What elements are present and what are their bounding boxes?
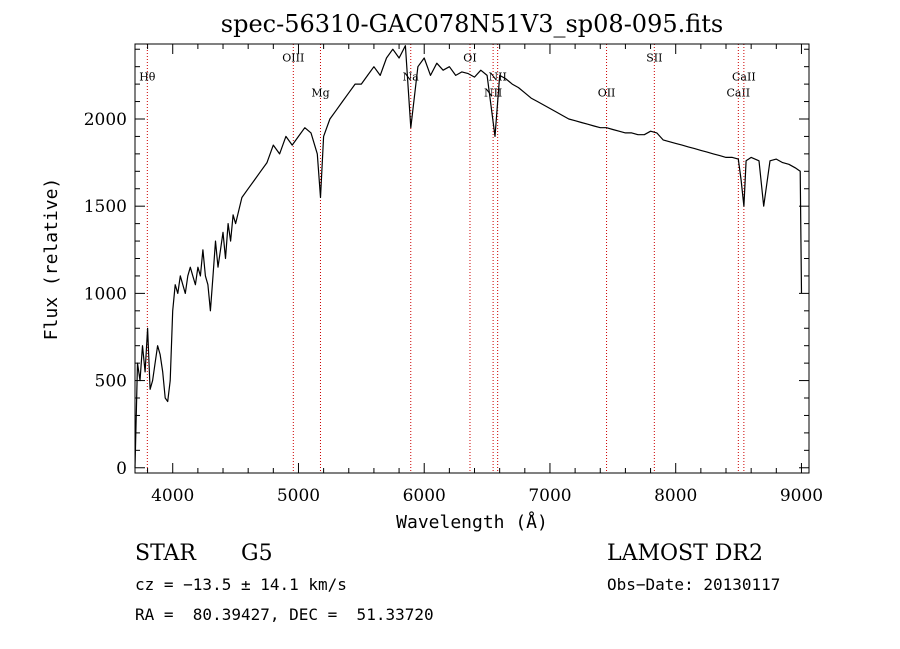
x-tick-label: 8000 <box>654 486 697 506</box>
spectral-line-label: NII <box>488 71 506 84</box>
spectral-line-label: NII <box>484 86 502 99</box>
spectral-line-label: Hθ <box>139 71 156 84</box>
y-tick-label: 0 <box>116 459 127 479</box>
x-tick-label: 5000 <box>277 486 320 506</box>
x-tick-label: 7000 <box>528 486 571 506</box>
y-tick-label: 1500 <box>84 197 127 217</box>
y-axis-label: Flux (relative) <box>41 178 62 341</box>
x-tick-label: 6000 <box>403 486 446 506</box>
x-tick-label: 4000 <box>151 486 194 506</box>
spectral-line-label: OIII <box>282 51 304 64</box>
spectral-line-label: OI <box>463 51 476 64</box>
y-tick-label: 500 <box>95 372 127 392</box>
coordinates: RA = 80.39427, DEC = 51.33720 <box>135 605 434 624</box>
spectral-line-label: OII <box>598 86 616 99</box>
survey-name: LAMOST DR2 <box>607 541 763 566</box>
spectral-line-label: CaII <box>726 86 750 99</box>
spectral-line-label: Mg <box>311 86 329 99</box>
plot-frame <box>134 43 810 474</box>
y-tick-label: 2000 <box>84 110 127 130</box>
x-axis-label: Wavelength (Å) <box>396 511 548 533</box>
spectral-line-label: CaII <box>732 71 756 84</box>
observation-date: Obs−Date: 20130117 <box>607 575 781 594</box>
spectrum-series-line <box>134 45 803 468</box>
chart-title: spec-56310-GAC078N51V3_sp08-095.fits <box>221 10 723 38</box>
redshift-cz: cz = −13.5 ± 14.1 km/s <box>135 575 347 594</box>
object-type: STAR <box>135 541 196 566</box>
y-tick-label: 1000 <box>84 284 127 304</box>
spectral-subclass: G5 <box>241 541 273 566</box>
spectral-line-label: SII <box>646 51 662 64</box>
x-tick-label: 9000 <box>780 486 823 506</box>
